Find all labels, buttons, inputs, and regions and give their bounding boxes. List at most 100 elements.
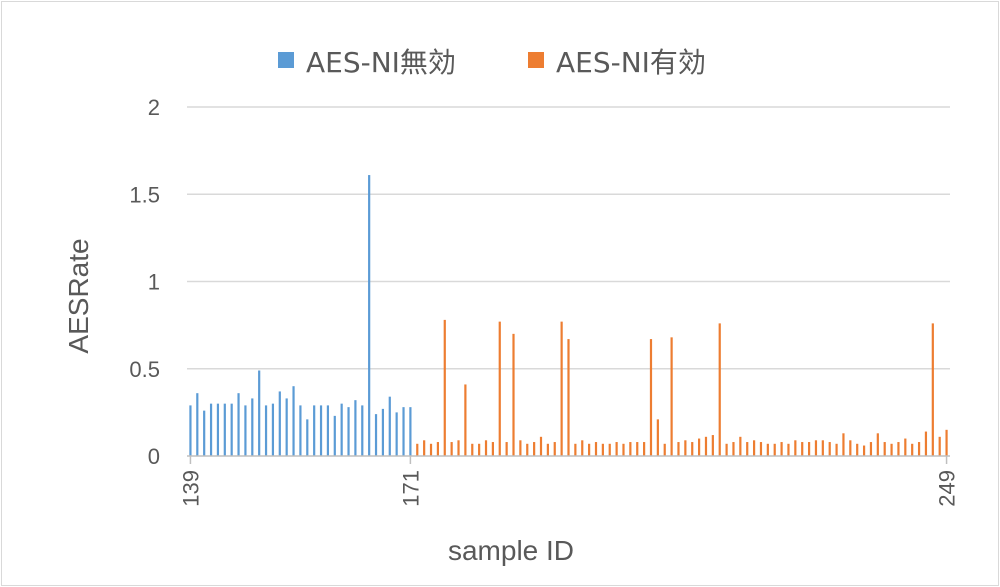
legend-swatch-aes-ni-enabled xyxy=(528,52,544,68)
bar xyxy=(636,442,639,456)
bar xyxy=(711,435,714,456)
bar xyxy=(244,405,247,456)
x-axis-ticks xyxy=(189,456,948,464)
bar xyxy=(278,391,281,456)
bar xyxy=(835,443,838,456)
legend: AES-NI無効 AES-NI有効 xyxy=(278,46,706,79)
x-axis-title: sample ID xyxy=(448,535,574,566)
bar xyxy=(519,440,522,456)
bar xyxy=(739,436,742,456)
bar xyxy=(457,440,460,456)
bar xyxy=(271,403,275,456)
bar xyxy=(374,414,378,456)
bar xyxy=(773,443,776,456)
bar xyxy=(677,442,680,456)
bar xyxy=(354,400,357,456)
bar xyxy=(443,319,446,456)
y-tick-label: 0 xyxy=(148,444,160,469)
bar xyxy=(684,440,687,456)
bar xyxy=(512,333,515,456)
bar xyxy=(567,339,570,456)
bar xyxy=(821,440,824,456)
bar xyxy=(319,405,323,456)
y-tick-label: 2 xyxy=(148,95,160,120)
legend-swatch-aes-ni-disabled xyxy=(278,52,294,68)
bar xyxy=(429,443,433,456)
bar xyxy=(416,443,419,456)
bar xyxy=(718,323,721,456)
bar xyxy=(608,443,611,456)
bar xyxy=(203,410,206,456)
bar xyxy=(746,442,749,456)
bar xyxy=(581,440,584,456)
bar xyxy=(691,442,694,456)
bar xyxy=(196,393,199,456)
bar xyxy=(663,443,666,456)
bar xyxy=(911,443,914,456)
y-axis-tick-labels: 0 0.5 1 1.5 2 xyxy=(129,95,160,469)
bar xyxy=(615,442,618,456)
bar xyxy=(725,443,728,456)
bar xyxy=(285,398,288,456)
bar xyxy=(209,403,213,456)
bar xyxy=(732,442,735,456)
bar xyxy=(361,405,364,456)
bar xyxy=(368,175,371,456)
bar xyxy=(849,440,852,456)
bar xyxy=(189,405,192,456)
bar xyxy=(313,405,316,456)
bar xyxy=(752,440,756,456)
x-axis-tick-labels: 139 171 249 xyxy=(178,470,959,507)
bar xyxy=(464,384,467,456)
bar xyxy=(622,443,625,456)
bar xyxy=(931,323,934,456)
legend-label-aes-ni-disabled: AES-NI無効 xyxy=(306,46,456,79)
bar xyxy=(388,396,391,456)
bar xyxy=(423,440,426,456)
bar xyxy=(594,442,598,456)
bar xyxy=(842,433,845,456)
bar xyxy=(560,321,563,456)
bar xyxy=(216,403,220,456)
bar xyxy=(698,438,701,456)
bar xyxy=(588,443,591,456)
bar xyxy=(436,442,439,456)
gridlines xyxy=(187,106,950,370)
bar xyxy=(333,415,336,456)
bar xyxy=(704,436,708,456)
bar xyxy=(601,443,604,456)
bar xyxy=(450,442,453,456)
bar xyxy=(306,419,309,456)
bar xyxy=(223,403,226,456)
x-tick-label: 249 xyxy=(935,470,960,507)
bar xyxy=(251,398,254,456)
bar xyxy=(670,337,673,456)
bar xyxy=(856,443,859,456)
bar xyxy=(945,429,948,456)
bar xyxy=(539,436,543,456)
bar xyxy=(897,442,900,456)
bar xyxy=(491,442,494,456)
bar xyxy=(402,407,405,456)
y-tick-label: 1.5 xyxy=(129,182,160,207)
y-axis-title: AESRate xyxy=(63,238,94,353)
bar xyxy=(498,321,501,456)
bar xyxy=(862,445,866,456)
bar xyxy=(237,393,240,456)
bar xyxy=(553,442,556,456)
bar xyxy=(656,419,659,456)
y-tick-label: 0.5 xyxy=(129,357,160,382)
legend-label-aes-ni-enabled: AES-NI有効 xyxy=(556,46,706,79)
bar xyxy=(801,442,804,456)
bar xyxy=(883,442,886,456)
bar xyxy=(766,443,769,456)
bar xyxy=(258,370,261,456)
bar xyxy=(395,412,398,457)
bar xyxy=(292,386,295,456)
bar xyxy=(264,405,268,456)
bar xyxy=(526,443,529,456)
bar xyxy=(917,442,921,456)
bar xyxy=(814,440,818,456)
